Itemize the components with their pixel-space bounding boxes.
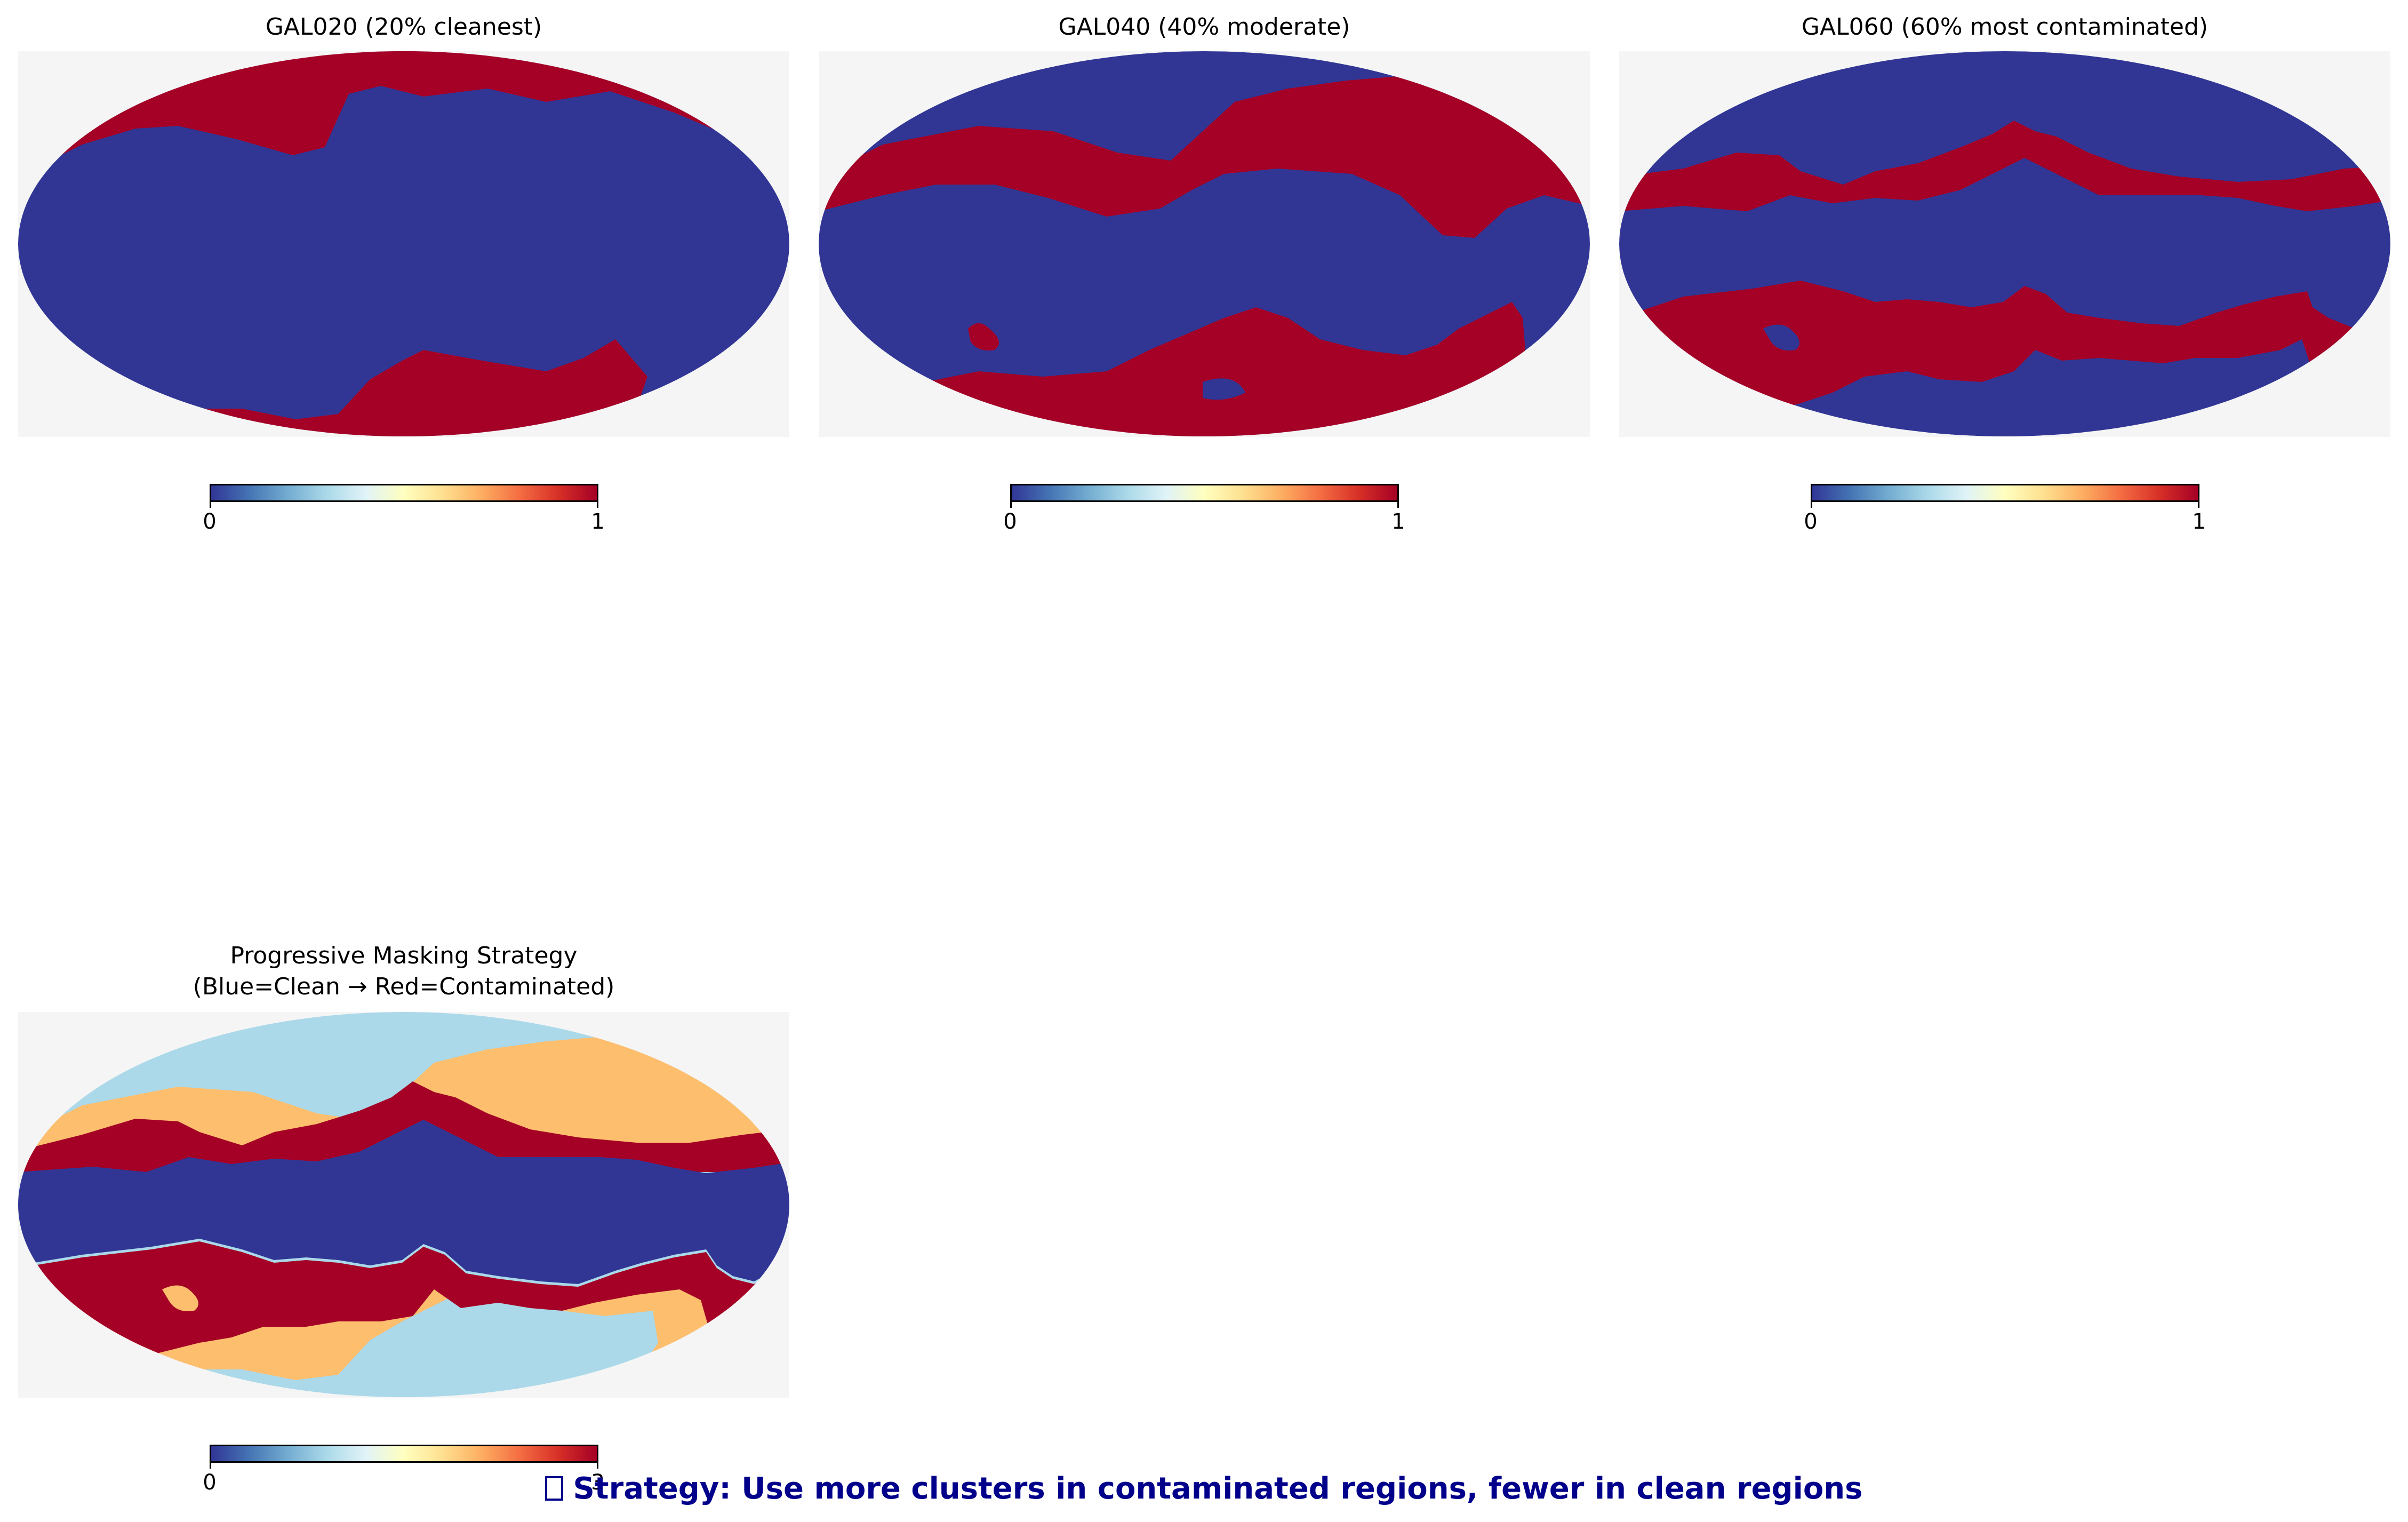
sky-map-gal020 [18,51,789,437]
colorbar-tick [1010,500,1012,508]
band-level-0 [18,1120,789,1284]
colorbar-tick [597,1461,598,1469]
colorbar-min-label: 0 [203,509,217,534]
mask-island [968,323,999,350]
colorbar-progressive [210,1445,598,1463]
map-ellipse [18,51,789,436]
mask-region-south [819,302,1525,436]
mask-region-north [1619,121,2390,211]
mask-region-north [819,75,1590,238]
box-glyph-icon [545,1476,564,1501]
colorbar-max-label: 3 [591,1470,605,1495]
colorbar-tick [210,500,211,508]
strategy-text: Strategy: Use more clusters in contamina… [573,1471,1863,1506]
colorbar-tick [2198,500,2199,508]
colorbar-gal060 [1811,484,2199,502]
colorbar-tick [1811,500,1812,508]
colorbar-max-label: 1 [2192,509,2206,534]
mask-region-south [1619,281,2390,436]
band-level-3-south [18,1241,789,1359]
colorbar-tick [1397,500,1399,508]
panel-title-gal040: GAL040 (40% moderate) [1058,13,1350,41]
colorbar-max-label: 1 [591,509,605,534]
panel-title-progressive: Progressive Masking Strategy (Blue=Clean… [193,942,615,1000]
mask-region-north [18,51,789,177]
strategy-footer: Strategy: Use more clusters in contamina… [0,1471,2408,1506]
colorbar-gal040 [1010,484,1399,502]
colorbar-min-label: 0 [1804,509,1818,534]
colorbar-tick [597,500,598,508]
colorbar-min-label: 0 [203,1470,217,1495]
panel-title-gal060: GAL060 (60% most contaminated) [1801,13,2209,41]
cutout-blue-spot [162,1285,198,1311]
mask-cutout [1203,378,1245,400]
colorbar-tick [210,1461,211,1469]
band-level-3-north [18,1081,789,1172]
colorbar-max-label: 1 [1391,509,1405,534]
sky-map-gal040 [819,51,1590,437]
mask-cutout [1763,324,1799,350]
colorbar-gal020 [210,484,598,502]
sky-map-progressive [18,1012,789,1398]
panel-title-gal020: GAL020 (20% cleanest) [265,13,542,41]
sky-map-gal060 [1619,51,2390,437]
colorbar-min-label: 0 [1003,509,1017,534]
